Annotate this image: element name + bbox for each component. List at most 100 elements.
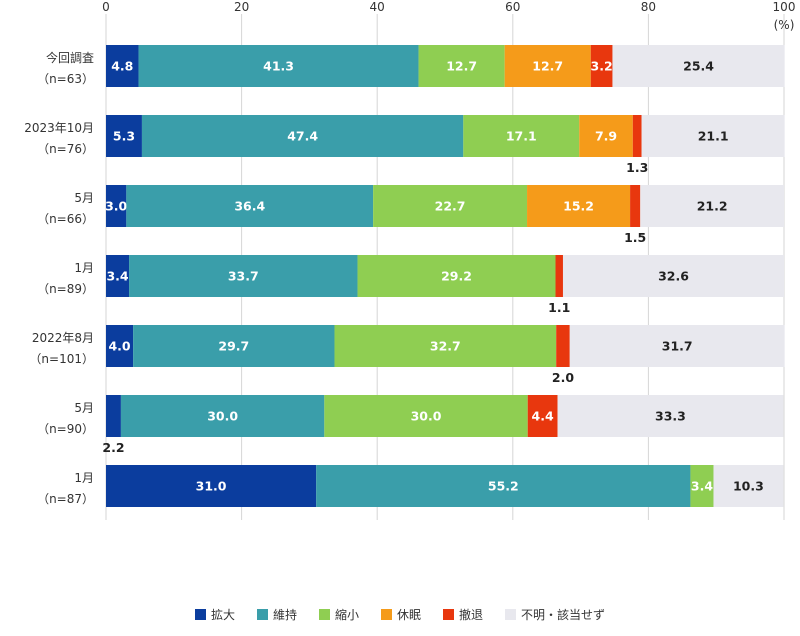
category-label: 1月 — [74, 261, 94, 275]
bar-segment — [357, 255, 556, 297]
data-label: 2.2 — [102, 440, 124, 455]
bar-segment — [106, 255, 130, 297]
x-tick-label: 40 — [370, 0, 385, 14]
data-label: 1.3 — [626, 160, 648, 175]
data-label: 32.6 — [658, 269, 689, 284]
bar-segment — [106, 465, 317, 507]
bar-segment — [562, 255, 784, 297]
bar-segment — [632, 115, 642, 157]
bar-segment — [590, 45, 613, 87]
data-label: 31.7 — [662, 339, 693, 354]
legend-swatch — [318, 609, 330, 620]
legend-swatch — [194, 609, 206, 620]
category-label: 1月 — [74, 471, 94, 485]
data-label: 3.0 — [105, 199, 127, 214]
category-label: 2022年8月 — [32, 331, 94, 345]
bar-segment — [527, 185, 631, 227]
bar-segment — [141, 115, 464, 157]
legend-swatch — [505, 609, 517, 620]
data-label: 4.0 — [108, 339, 130, 354]
legend-item: 撤退 — [443, 606, 483, 623]
legend-label: 不明・該当せず — [521, 608, 606, 622]
legend-item: 拡大 — [194, 606, 235, 623]
category-label: 2023年10月 — [24, 121, 94, 135]
bar-segment — [418, 45, 505, 87]
bar-segment — [630, 185, 641, 227]
legend-label: 休眠 — [397, 608, 422, 622]
bar-segment — [106, 395, 121, 437]
bar-segment — [641, 115, 785, 157]
bar-segment — [713, 465, 784, 507]
legend-swatch — [443, 609, 455, 620]
bar-segment — [106, 325, 134, 367]
data-label: 29.2 — [441, 269, 472, 284]
data-label: 15.2 — [563, 199, 594, 214]
data-label: 30.0 — [411, 409, 442, 424]
x-tick-label: 0 — [102, 0, 110, 14]
data-label: 5.3 — [113, 129, 135, 144]
bar-segment — [612, 45, 785, 87]
category-sample-size: （n=63） — [37, 72, 94, 86]
bar-segment — [106, 185, 127, 227]
legend-swatch — [381, 609, 392, 620]
data-label: 1.1 — [548, 300, 570, 315]
data-label: 21.1 — [698, 129, 729, 144]
category-sample-size: （n=89） — [37, 282, 94, 296]
bar-segment — [556, 325, 570, 367]
stacked-bar-chart: 0 20 40 60 80 100 (%) 今回調査 （n=63） 4.8 41.3 12.7 12.7… — [24, 0, 796, 520]
x-tick-label: 80 — [641, 0, 656, 14]
data-label: 3.4 — [691, 479, 713, 494]
data-label: 12.7 — [446, 59, 477, 74]
bar-segment — [324, 395, 528, 437]
bar-segment — [129, 255, 358, 297]
data-label: 12.7 — [532, 59, 563, 74]
data-label: 25.4 — [683, 59, 714, 74]
legend-label: 縮小 — [334, 608, 359, 622]
category-label: 今回調査 — [46, 50, 94, 65]
bar-segment — [373, 185, 528, 227]
bar-segment — [463, 115, 580, 157]
category-sample-size: （n=101） — [29, 352, 94, 366]
legend-label: 維持 — [272, 608, 297, 622]
bar-segment — [527, 395, 558, 437]
data-label: 33.7 — [228, 269, 259, 284]
bar-segment — [316, 465, 691, 507]
bar-segment — [504, 45, 591, 87]
bar-segment — [569, 325, 785, 367]
category-sample-size: （n=76） — [37, 142, 94, 156]
category-sample-size: （n=90） — [37, 422, 94, 436]
data-label: 29.7 — [218, 339, 249, 354]
category-label: 5月 — [74, 401, 94, 415]
data-label: 32.7 — [430, 339, 461, 354]
data-label: 41.3 — [263, 59, 294, 74]
bar-segment — [106, 115, 142, 157]
x-tick-label: 60 — [505, 0, 520, 14]
legend-swatch — [256, 609, 268, 620]
bar-segment — [138, 45, 419, 87]
bar-segment — [640, 185, 784, 227]
legend-item: 維持 — [256, 606, 297, 623]
data-label: 10.3 — [733, 479, 764, 494]
data-label: 22.7 — [435, 199, 466, 214]
unit-label: (%) — [774, 18, 795, 32]
data-label: 21.2 — [697, 199, 728, 214]
x-tick-label: 100 — [773, 0, 796, 14]
data-label: 30.0 — [207, 409, 238, 424]
data-label: 4.8 — [111, 59, 133, 74]
data-label: 7.9 — [595, 129, 617, 144]
data-label: 4.4 — [532, 409, 554, 424]
category-sample-size: （n=66） — [37, 212, 94, 226]
data-label: 17.1 — [506, 129, 537, 144]
data-label: 31.0 — [196, 479, 227, 494]
data-label: 55.2 — [488, 479, 519, 494]
legend-label: 拡大 — [210, 608, 235, 622]
bar-segment — [133, 325, 335, 367]
legend-item: 縮小 — [318, 606, 359, 623]
bar-segment — [555, 255, 563, 297]
bar-segment — [120, 395, 325, 437]
bar-segment — [579, 115, 633, 157]
data-label: 36.4 — [234, 199, 265, 214]
bar-segment — [334, 325, 557, 367]
legend-item: 休眠 — [381, 606, 421, 623]
x-tick-label: 20 — [234, 0, 249, 14]
